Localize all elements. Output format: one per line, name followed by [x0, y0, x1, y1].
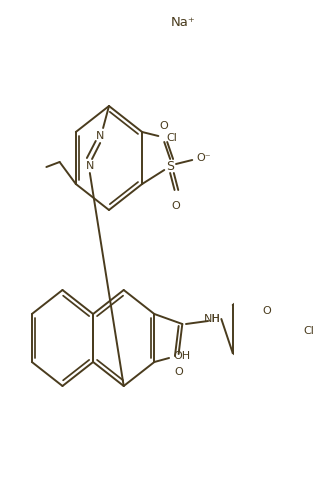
Text: S: S: [166, 160, 174, 173]
Text: O: O: [174, 367, 183, 377]
Text: OH: OH: [174, 351, 191, 361]
Text: H: H: [211, 314, 219, 324]
Text: O: O: [263, 306, 271, 316]
Text: Cl: Cl: [303, 326, 314, 336]
Text: N: N: [96, 131, 104, 141]
Text: Na⁺: Na⁺: [170, 15, 195, 29]
Text: N: N: [86, 161, 94, 171]
Text: Cl: Cl: [166, 133, 177, 143]
Text: NH: NH: [204, 314, 220, 324]
Text: O: O: [160, 121, 169, 131]
Text: O: O: [172, 201, 180, 211]
Text: O⁻: O⁻: [197, 153, 211, 163]
